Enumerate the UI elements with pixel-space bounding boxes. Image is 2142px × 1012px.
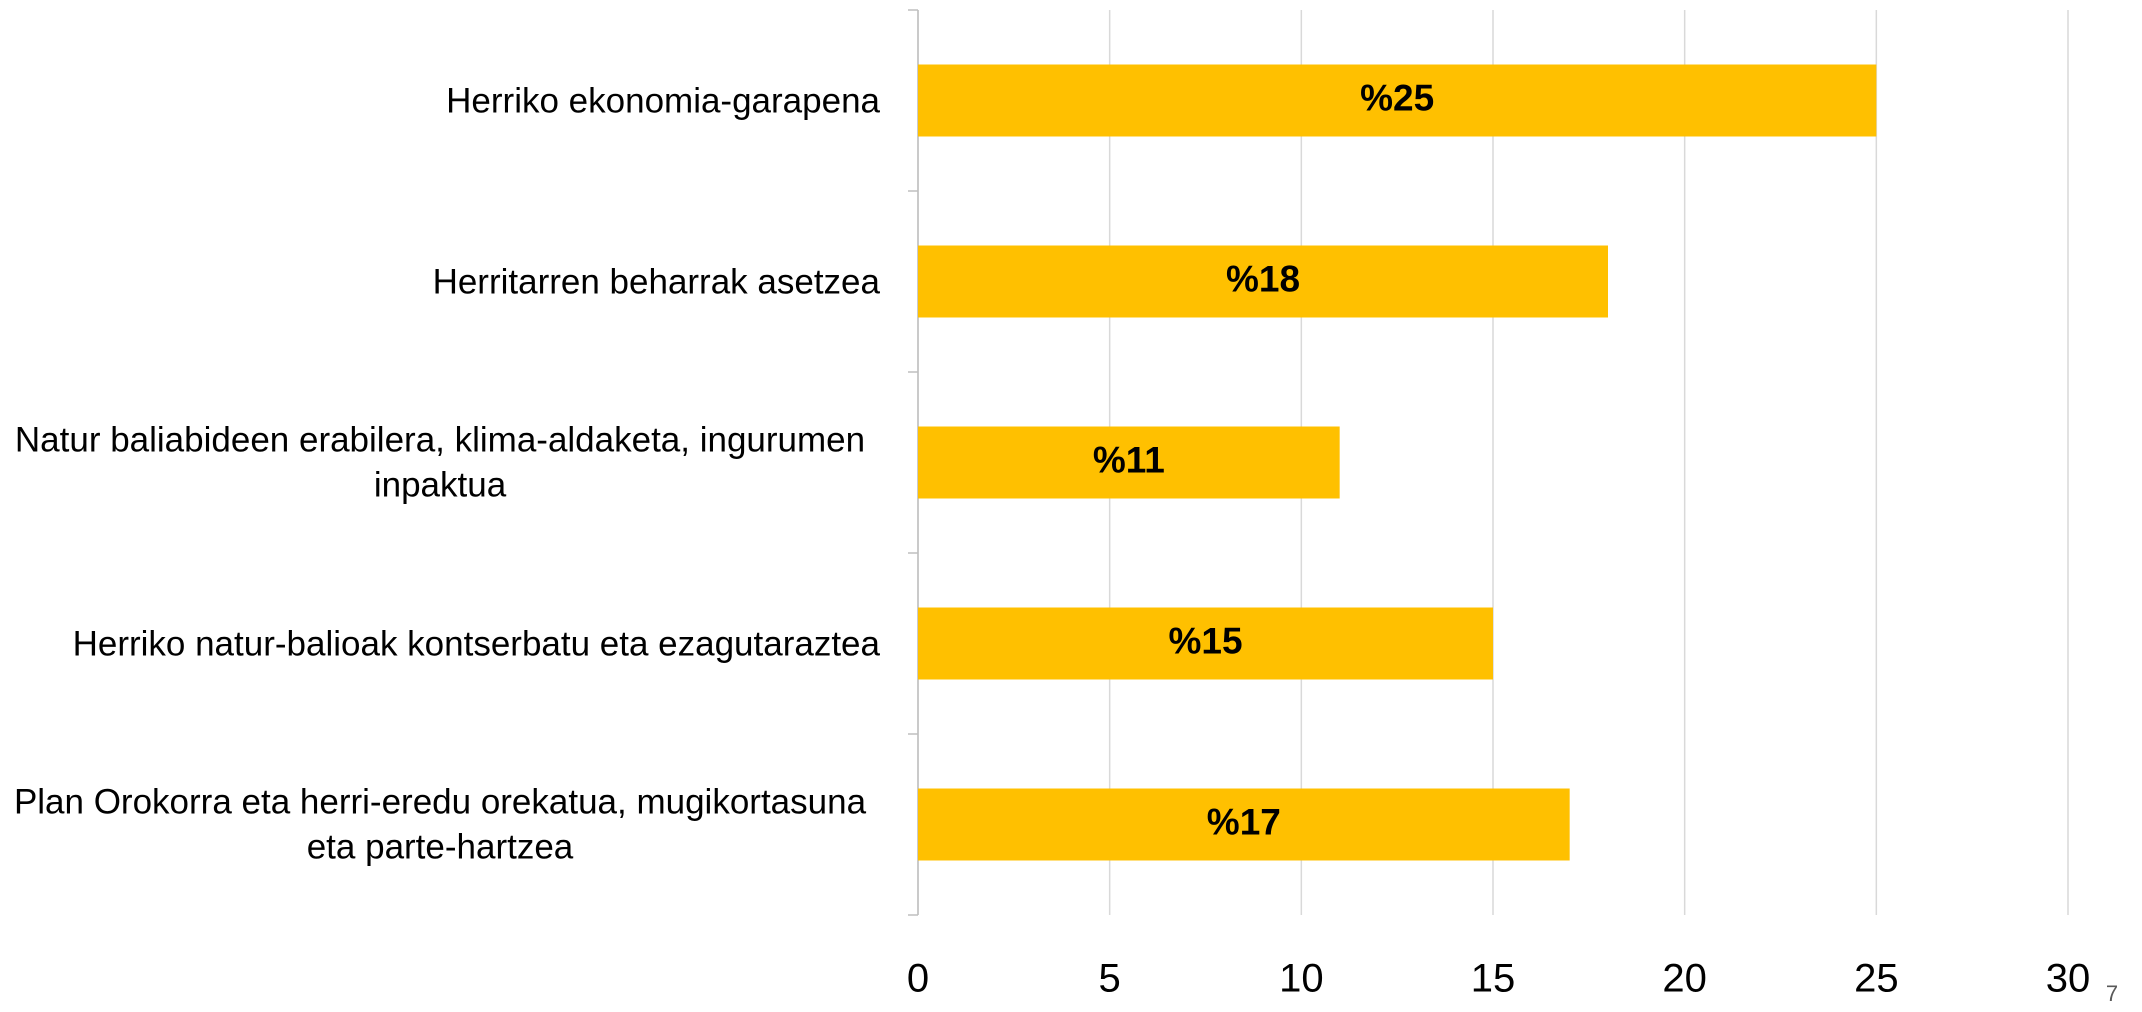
data-label: %18 [1226, 258, 1300, 299]
data-label: %25 [1360, 77, 1434, 118]
y-tick-label: Herritarren beharrak asetzea [432, 261, 880, 301]
y-tick-label: Plan Orokorra eta herri-eredu orekatua, … [13, 782, 867, 867]
category-label-box: Plan Orokorra eta herri-eredu orekatua, … [0, 779, 880, 870]
x-tick-label: 30 [2046, 957, 2091, 1001]
category-label-box: Herritarren beharrak asetzea [0, 259, 880, 305]
bar [918, 64, 1877, 137]
page-number: 7 [2106, 981, 2118, 1006]
data-label: %17 [1207, 801, 1281, 842]
bar [918, 426, 1340, 499]
y-tick-label: Herriko natur-balioak kontserbatu eta ez… [72, 623, 880, 663]
bar [918, 607, 1493, 680]
x-tick-label: 20 [1662, 957, 1707, 1001]
y-tick-label: Natur baliabideen erabilera, klima-aldak… [14, 420, 866, 505]
data-label: %15 [1168, 620, 1242, 661]
x-tick-label: 25 [1854, 957, 1899, 1001]
category-label-box: Herriko natur-balioak kontserbatu eta ez… [0, 621, 880, 667]
y-tick-label: Herriko ekonomia-garapena [446, 80, 880, 120]
bar [918, 245, 1608, 318]
x-tick-label: 15 [1471, 957, 1516, 1001]
data-label: %11 [1093, 439, 1165, 480]
category-label-box: Natur baliabideen erabilera, klima-aldak… [0, 417, 880, 508]
x-tick-label: 5 [1099, 957, 1121, 1001]
x-tick-label: 10 [1279, 957, 1324, 1001]
bar [918, 788, 1570, 861]
x-tick-label: 0 [907, 957, 929, 1001]
category-label-box: Herriko ekonomia-garapena [0, 78, 880, 124]
